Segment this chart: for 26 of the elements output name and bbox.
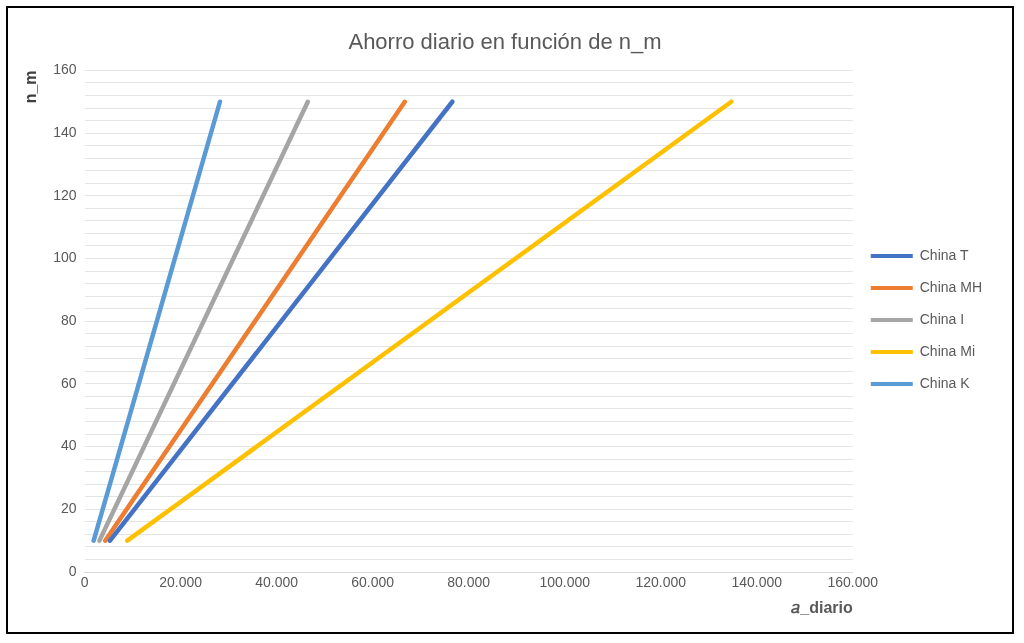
x-tick-label: 60.000 [351,574,395,591]
x-tick-label: 120.000 [635,574,687,591]
x-tick-label: 140.000 [731,574,783,591]
x-tick-label: 20.000 [159,574,203,591]
y-tick-label: 100 [53,249,77,266]
legend-label: China T [919,246,969,263]
y-tick-label: 120 [53,186,77,203]
y-axis-title: n_m [22,70,40,104]
x-axis-title: 𝑎_diario [791,598,853,616]
y-tick-label: 40 [60,437,77,454]
y-tick-label: 160 [53,61,77,78]
x-tick-label: 100.000 [539,574,591,591]
legend-label: China Mi [919,342,976,359]
y-tick-label: 20 [60,500,77,517]
x-tick-label: 0 [80,574,89,591]
y-tick-label: 80 [60,312,77,329]
y-tick-label: 0 [68,562,77,579]
x-tick-label: 40.000 [255,574,299,591]
x-tick-label: 160.000 [827,574,879,591]
legend-label: China I [919,310,965,327]
x-tick-label: 80.000 [447,574,491,591]
y-tick-label: 60 [60,374,77,391]
chart-title: Ahorro diario en función de n_m [348,29,662,55]
legend-label: China MH [919,278,983,295]
y-tick-label: 140 [53,123,77,140]
legend-label: China K [919,374,971,391]
